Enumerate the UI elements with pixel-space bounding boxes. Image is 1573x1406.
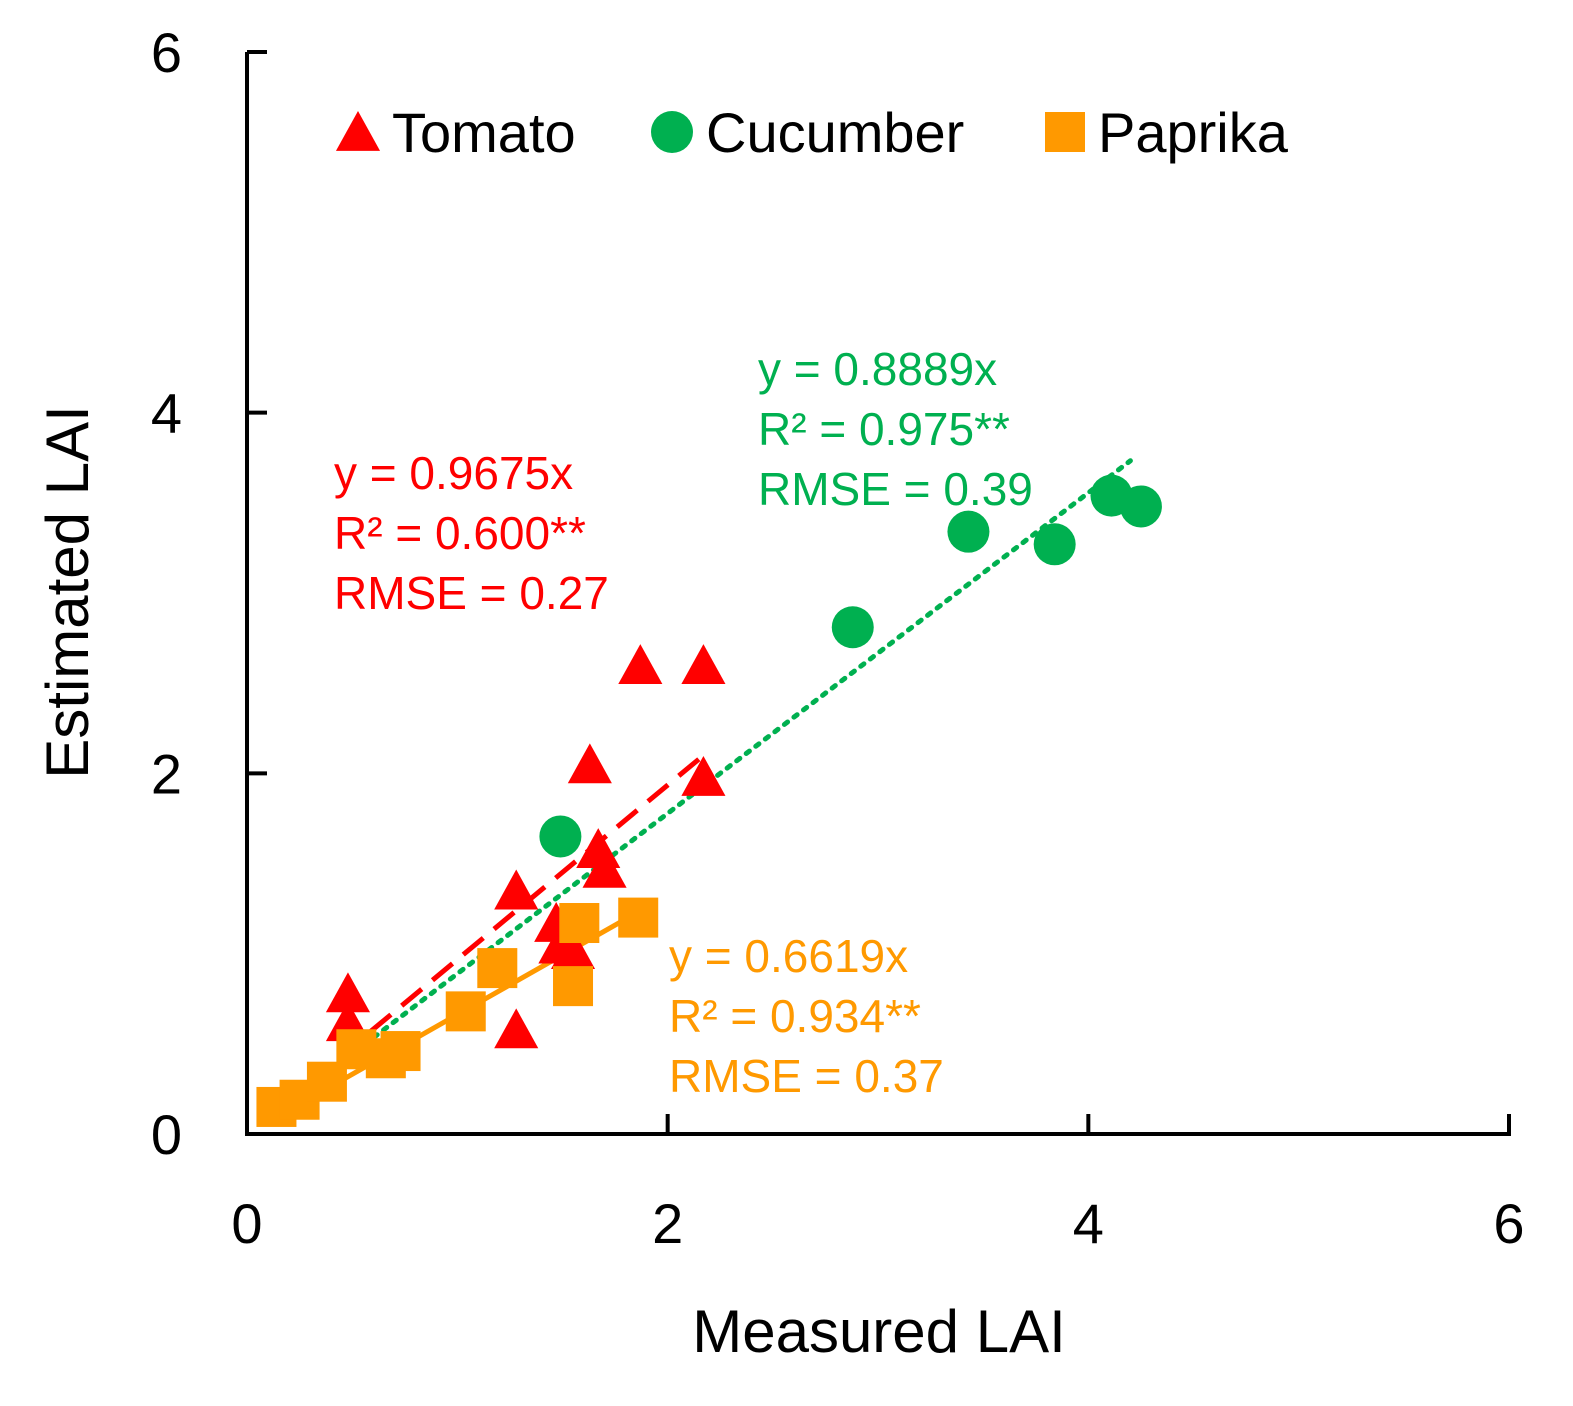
x-tick-label: 6 [1493, 1192, 1524, 1255]
tomato-point [550, 929, 596, 969]
tick-labels: 0 2 4 6 0 2 4 6 [151, 21, 1525, 1255]
tomato-point [582, 847, 627, 888]
cucumber-annotation-line: R² = 0.975** [758, 403, 1010, 455]
tomato-annotation-line: y = 0.9675x [334, 447, 573, 499]
x-tick-label: 0 [231, 1192, 262, 1255]
x-tick-label: 4 [1073, 1192, 1104, 1255]
paprika-annotation-line: R² = 0.934** [669, 990, 921, 1042]
paprika-annotation-line: y = 0.6619x [669, 930, 908, 982]
cucumber-point [947, 510, 990, 553]
cucumber-point [539, 815, 582, 858]
legend-label-cucumber: Cucumber [706, 101, 964, 164]
data-points [256, 474, 1162, 1127]
paprika-point [553, 966, 594, 1007]
cucumber-point [831, 606, 874, 649]
y-tick-label: 4 [151, 382, 182, 445]
tomato-annotation-line: RMSE = 0.27 [334, 567, 609, 619]
tomato-point [681, 755, 726, 796]
tomato-point [494, 1008, 539, 1049]
paprika-point [618, 897, 659, 938]
paprika-point [380, 1031, 421, 1072]
legend-label-tomato: Tomato [392, 101, 576, 164]
axes [245, 50, 1511, 1136]
paprika-point [477, 948, 518, 989]
tomato-point [681, 644, 726, 685]
tomato-point [494, 869, 539, 910]
paprika-point [445, 991, 486, 1032]
cucumber-legend-marker [651, 111, 693, 153]
y-tick-label: 0 [151, 1103, 182, 1166]
x-tick-label: 2 [652, 1192, 683, 1255]
tomato-annotation-line: R² = 0.600** [334, 507, 586, 559]
tomato-legend-marker [335, 111, 381, 151]
cucumber-point [1033, 523, 1076, 566]
paprika-point [559, 903, 600, 944]
y-tick-label: 6 [151, 21, 182, 84]
paprika-annotation-line: RMSE = 0.37 [669, 1050, 944, 1102]
cucumber-annotation-line: y = 0.8889x [758, 343, 997, 395]
tomato-point [325, 972, 371, 1013]
tomato-point [567, 743, 612, 784]
paprika-legend-marker [1045, 112, 1085, 152]
y-axis-title: Estimated LAI [34, 405, 101, 779]
cucumber-trendline [276, 458, 1133, 1113]
x-axis-title: Measured LAI [692, 1298, 1066, 1365]
fit-annotations: y = 0.9675x R² = 0.600** RMSE = 0.27 y = 0.… [334, 343, 1033, 1102]
cucumber-annotation-line: RMSE = 0.39 [758, 463, 1033, 515]
cucumber-point [1119, 485, 1162, 528]
tomato-point [618, 644, 663, 685]
legend-label-paprika: Paprika [1098, 101, 1289, 164]
legend: Tomato Cucumber Paprika [335, 101, 1289, 164]
y-tick-label: 2 [151, 742, 182, 805]
